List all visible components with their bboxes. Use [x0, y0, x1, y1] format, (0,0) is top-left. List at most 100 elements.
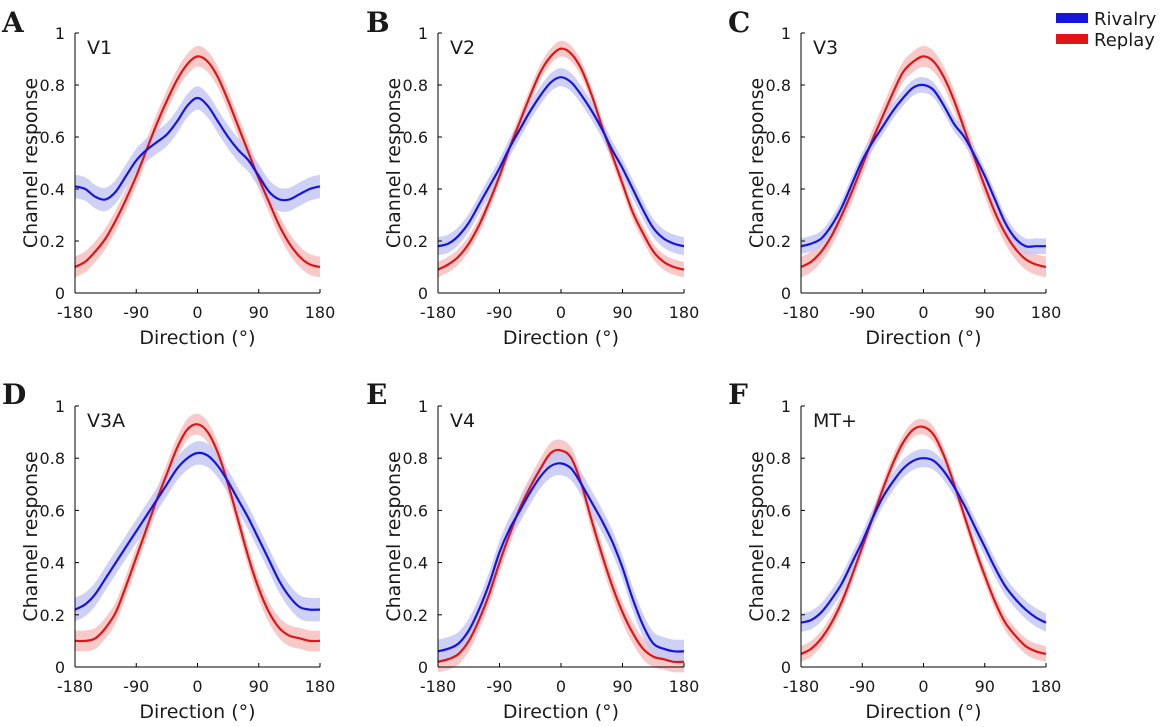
- panel-f: -180 -90 0 90 180 0 0.2 0.4 0.6 0.8 1 Direction (°)…: [728, 378, 1061, 723]
- y-tick-label: 0.6: [403, 128, 428, 147]
- x-tick-label: -90: [123, 677, 149, 696]
- error-band-replay: [801, 418, 1046, 662]
- x-tick-label: 180: [669, 303, 700, 322]
- x-tick-label: 90: [249, 677, 269, 696]
- x-tick-label: -90: [849, 677, 875, 696]
- y-tick-label: 1: [418, 24, 428, 43]
- x-tick-label: -180: [420, 677, 456, 696]
- y-tick-label: 1: [418, 397, 428, 416]
- y-axis-label: Channel response: [383, 78, 405, 248]
- x-tick-label: 0: [918, 677, 928, 696]
- x-tick-label: -90: [849, 303, 875, 322]
- panel-letter: F: [728, 378, 748, 411]
- panel-title: V2: [450, 37, 475, 59]
- series-line-rivalry: [74, 96, 321, 202]
- x-tick-label: 180: [1031, 303, 1062, 322]
- x-axis-label: Direction (°): [503, 327, 619, 349]
- y-tick-label: 0: [418, 658, 428, 677]
- legend-label-replay: Replay: [1094, 30, 1155, 51]
- y-tick-label: 1: [781, 397, 791, 416]
- x-tick-label: -180: [783, 677, 819, 696]
- panel-letter: B: [366, 6, 390, 39]
- y-axis-label: Channel response: [746, 451, 768, 621]
- y-tick-label: 0: [781, 658, 791, 677]
- error-band-rivalry: [75, 86, 320, 212]
- y-axis-label: Channel response: [20, 451, 42, 621]
- legend-swatch-replay: [1056, 34, 1088, 44]
- y-tick-label: 0.8: [40, 449, 65, 468]
- y-tick-label: 0.8: [403, 449, 428, 468]
- panel-title: V3: [813, 37, 838, 59]
- y-tick-label: 1: [55, 397, 65, 416]
- x-tick-label: 0: [556, 677, 566, 696]
- series-line-replay: [74, 55, 321, 269]
- x-tick-label: 180: [1031, 677, 1062, 696]
- error-band-rivalry: [438, 68, 684, 256]
- panels: -180 -90 0 90 180 0 0.2 0.4 0.6 0.8 1 Direction (°)…: [1, 6, 1061, 723]
- error-band-replay: [75, 45, 320, 278]
- y-tick-label: 0.6: [40, 128, 65, 147]
- x-tick-label: -180: [783, 303, 819, 322]
- y-tick-label: 0.2: [403, 606, 428, 625]
- panel-a: -180 -90 0 90 180 0 0.2 0.4 0.6 0.8 1 Direction (°)…: [1, 6, 335, 349]
- panel-letter: D: [2, 378, 26, 411]
- x-axis-label: Direction (°): [503, 701, 619, 723]
- y-tick-label: 0.8: [40, 76, 65, 95]
- x-tick-label: 90: [249, 303, 269, 322]
- x-tick-label: -90: [123, 303, 149, 322]
- x-tick-label: 90: [975, 303, 995, 322]
- y-tick-label: 0.4: [766, 554, 791, 573]
- y-tick-label: 0.2: [766, 606, 791, 625]
- x-tick-label: -180: [57, 677, 93, 696]
- y-axis-label: Channel response: [746, 78, 768, 248]
- x-tick-label: 0: [918, 303, 928, 322]
- panel-title: MT+: [813, 410, 857, 432]
- error-band-rivalry: [75, 441, 320, 622]
- y-tick-label: 1: [55, 24, 65, 43]
- series-line-replay: [437, 47, 685, 271]
- series-line-rivalry: [74, 451, 321, 611]
- error-band-rivalry: [438, 451, 684, 664]
- panel-b: -180 -90 0 90 180 0 0.2 0.4 0.6 0.8 1 Direction (°)…: [366, 6, 699, 349]
- panel-letter: E: [366, 378, 387, 411]
- y-tick-label: 0.4: [766, 180, 791, 199]
- series-line-rivalry: [437, 76, 685, 248]
- y-axis-label: Channel response: [383, 451, 405, 621]
- series-line-rivalry: [437, 462, 685, 653]
- y-tick-label: 0.6: [766, 128, 791, 147]
- y-tick-label: 0.2: [403, 232, 428, 251]
- x-tick-label: -180: [57, 303, 93, 322]
- series-line-replay: [800, 55, 1047, 269]
- y-tick-label: 0.8: [766, 76, 791, 95]
- y-axis-label: Channel response: [20, 78, 42, 248]
- y-tick-label: 0.4: [403, 554, 428, 573]
- y-tick-label: 0.6: [40, 501, 65, 520]
- y-tick-label: 0.4: [403, 180, 428, 199]
- x-axis-label: Direction (°): [139, 327, 255, 349]
- x-tick-label: 0: [556, 303, 566, 322]
- x-tick-label: -180: [420, 303, 456, 322]
- x-axis-label: Direction (°): [865, 701, 981, 723]
- y-tick-label: 0.2: [40, 606, 65, 625]
- y-tick-label: 0: [781, 284, 791, 303]
- x-axis-label: Direction (°): [139, 701, 255, 723]
- series-line-rivalry: [800, 457, 1047, 624]
- x-tick-label: 180: [305, 303, 336, 322]
- legend-label-rivalry: Rivalry: [1094, 9, 1157, 30]
- panel-letter: A: [1, 6, 25, 39]
- y-tick-label: 0.8: [403, 76, 428, 95]
- x-tick-label: 90: [975, 677, 995, 696]
- x-tick-label: -90: [486, 303, 512, 322]
- y-tick-label: 0: [418, 284, 428, 303]
- x-tick-label: 90: [612, 677, 632, 696]
- error-band-rivalry: [801, 449, 1046, 632]
- x-tick-label: 90: [612, 303, 632, 322]
- series-line-replay: [437, 448, 685, 664]
- x-tick-label: 0: [192, 677, 202, 696]
- panel-c: -180 -90 0 90 180 0 0.2 0.4 0.6 0.8 1 Direction (°)…: [728, 6, 1061, 349]
- x-tick-label: -90: [486, 677, 512, 696]
- panel-title: V3A: [87, 410, 125, 432]
- error-band-rivalry: [801, 77, 1046, 255]
- x-tick-label: 0: [192, 303, 202, 322]
